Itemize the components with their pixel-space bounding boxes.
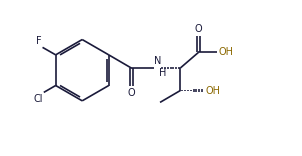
Text: Cl: Cl (33, 94, 43, 104)
Text: F: F (36, 36, 41, 46)
Text: H: H (159, 68, 166, 78)
Text: O: O (195, 24, 202, 34)
Text: OH: OH (218, 47, 233, 57)
Text: O: O (127, 88, 135, 98)
Text: N: N (154, 56, 162, 66)
Text: OH: OH (205, 86, 220, 96)
